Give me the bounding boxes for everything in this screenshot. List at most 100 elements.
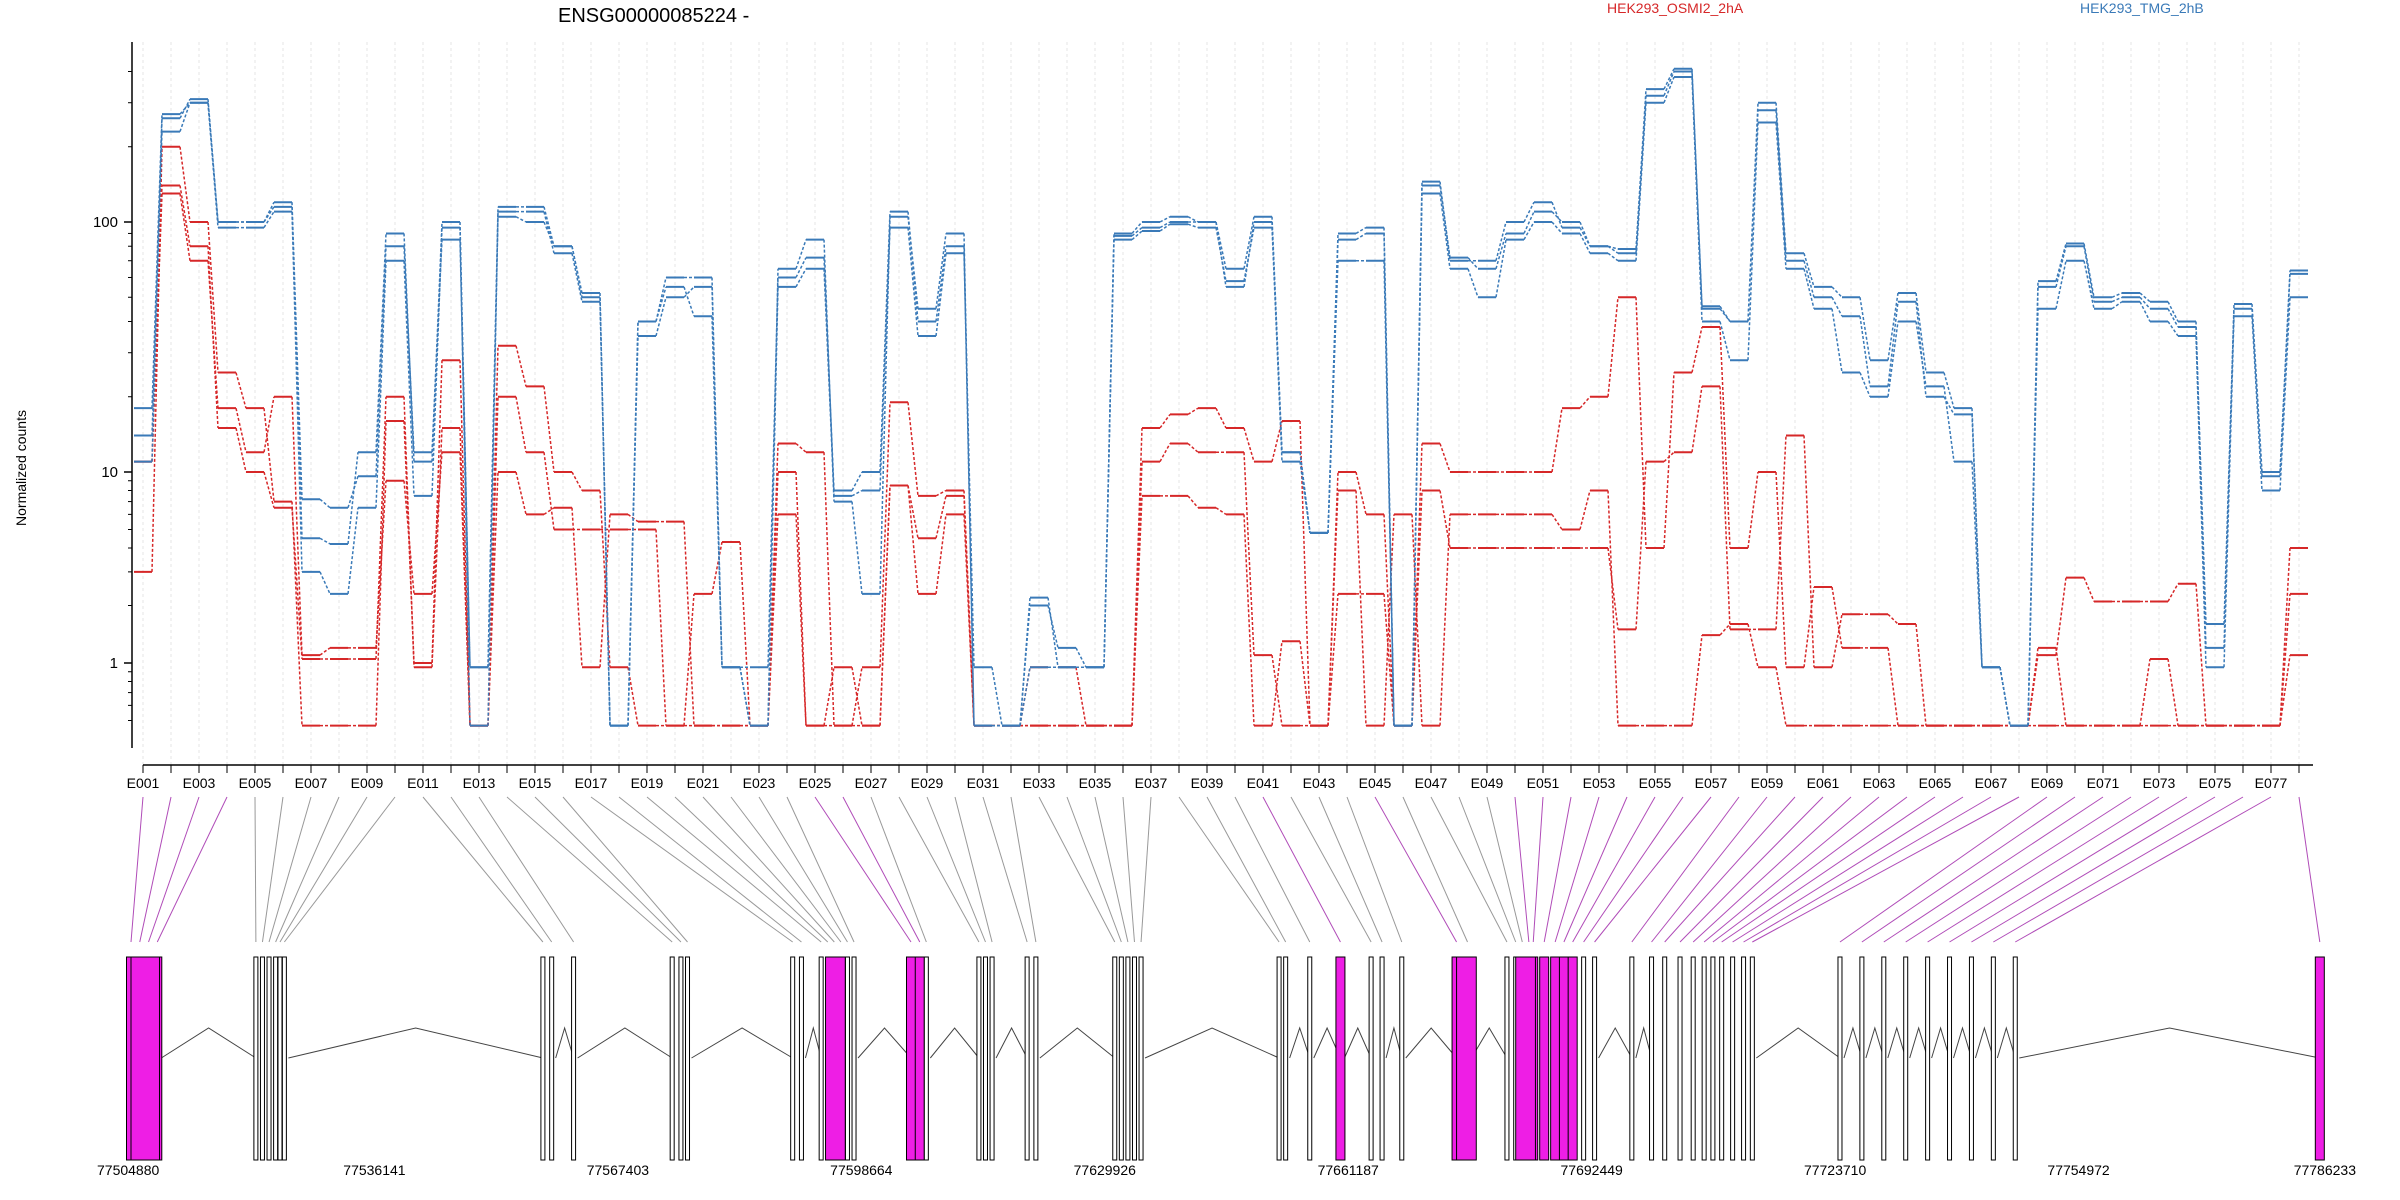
series-connector bbox=[935, 253, 947, 337]
series-connector bbox=[1859, 297, 1871, 361]
series-connector bbox=[263, 201, 275, 223]
intron-line bbox=[1144, 1027, 1280, 1059]
exon-connector bbox=[926, 796, 986, 943]
x-tick-label: E003 bbox=[183, 775, 216, 791]
x-tick-label: E049 bbox=[1471, 775, 1504, 791]
exon-connector bbox=[130, 796, 144, 943]
series-connector bbox=[655, 277, 667, 322]
series-connector bbox=[627, 667, 639, 726]
series-connector bbox=[347, 452, 359, 545]
exon-connector bbox=[1594, 796, 1712, 943]
series-connector bbox=[515, 345, 527, 387]
series-connector bbox=[935, 495, 947, 539]
series-connector bbox=[1719, 386, 1731, 630]
exon-connector bbox=[1543, 796, 1572, 943]
series-connector bbox=[1215, 221, 1227, 269]
x-tick-label: E039 bbox=[1191, 775, 1224, 791]
series-connector bbox=[2167, 321, 2179, 337]
series-connector bbox=[2111, 292, 2123, 298]
series-connector bbox=[459, 360, 471, 726]
exon-box bbox=[273, 956, 279, 1161]
series-connector bbox=[263, 396, 275, 453]
series-connector bbox=[1663, 451, 1675, 463]
axes: 1 10 100 E001 E003 E005 E007 E009 E011 E013 E015 E0… bbox=[93, 42, 2313, 791]
exon-box bbox=[1131, 956, 1137, 1161]
exon-box bbox=[1749, 956, 1755, 1161]
x-tick-label: E071 bbox=[2087, 775, 2120, 791]
x-tick-label: E015 bbox=[519, 775, 552, 791]
series-connector bbox=[879, 216, 891, 594]
series-connector bbox=[1551, 513, 1563, 530]
intron-line bbox=[1865, 1026, 1885, 1059]
intron-line bbox=[1405, 1027, 1457, 1059]
series-connector bbox=[2139, 296, 2151, 310]
x-tick-label: E009 bbox=[351, 775, 384, 791]
x-tick-label: E047 bbox=[1415, 775, 1448, 791]
series-connector bbox=[1635, 461, 1647, 630]
exon-box bbox=[1968, 956, 1974, 1161]
series-connector bbox=[1607, 252, 1619, 262]
series-4 bbox=[134, 76, 2308, 727]
exon-connector bbox=[1732, 796, 1964, 943]
exon-box bbox=[1024, 956, 1030, 1161]
x-tick-label: E035 bbox=[1079, 775, 1112, 791]
x-tick-label: E013 bbox=[463, 775, 496, 791]
series-connector bbox=[1495, 233, 1507, 269]
exon-connector bbox=[1905, 796, 2132, 943]
series-connector bbox=[1187, 495, 1199, 509]
exon-box bbox=[1558, 956, 1569, 1161]
series-connector bbox=[1803, 268, 1815, 309]
x-tick-label: E001 bbox=[127, 775, 160, 791]
series-connector bbox=[571, 253, 583, 302]
exon-connector bbox=[982, 796, 1028, 943]
exon-box bbox=[798, 956, 804, 1161]
coordinate-label: 77754972 bbox=[2047, 1162, 2110, 1178]
x-tick-label: E069 bbox=[2031, 775, 2064, 791]
series-connector bbox=[1635, 89, 1647, 250]
series-connector bbox=[1439, 514, 1451, 726]
exon-connector bbox=[1458, 796, 1517, 943]
series-connector bbox=[1915, 321, 1927, 387]
series-connector bbox=[1523, 211, 1535, 234]
exon-box bbox=[669, 956, 675, 1161]
exon-connector bbox=[1532, 796, 1544, 943]
series-connector bbox=[795, 268, 807, 288]
coordinate-label: 77598664 bbox=[830, 1162, 893, 1178]
series-connector bbox=[1859, 372, 1871, 398]
series-connector bbox=[2139, 301, 2151, 322]
gene-model bbox=[126, 956, 2325, 1161]
series-connector bbox=[1075, 667, 1087, 726]
series-connector bbox=[1131, 230, 1143, 241]
series-connector bbox=[1187, 442, 1199, 453]
series-connector bbox=[1579, 490, 1591, 530]
series-connector bbox=[1943, 396, 1955, 415]
series-5 bbox=[134, 67, 2308, 727]
series-connector bbox=[291, 202, 303, 500]
y-axis-label: Normalized counts bbox=[13, 410, 29, 526]
exon-box bbox=[1719, 956, 1725, 1161]
series-connector bbox=[1439, 193, 1451, 269]
x-tick-label: E029 bbox=[911, 775, 944, 791]
series-connector bbox=[2083, 246, 2095, 302]
intron-line bbox=[1289, 1026, 1311, 1059]
exon-connector bbox=[1839, 796, 2048, 943]
series-connector bbox=[1803, 260, 1815, 298]
exon-connector bbox=[1318, 796, 1383, 943]
exon-box bbox=[1125, 956, 1131, 1161]
exon-connector bbox=[1346, 796, 1403, 943]
intron-line bbox=[288, 1027, 544, 1059]
exon-block-highlight bbox=[1456, 956, 1477, 1161]
exon-connector bbox=[1486, 796, 1523, 943]
series-connector bbox=[543, 386, 555, 473]
series-connector bbox=[2055, 260, 2067, 309]
exon-box bbox=[1550, 956, 1561, 1161]
series-connector bbox=[1719, 623, 1731, 636]
series-connector bbox=[207, 246, 219, 429]
series-connector bbox=[319, 647, 331, 656]
series-connector bbox=[1383, 227, 1395, 726]
series-connector bbox=[1691, 635, 1703, 726]
series-connector bbox=[823, 667, 835, 726]
y-tick-label: 100 bbox=[93, 214, 118, 231]
x-tick-label: E041 bbox=[1247, 775, 1280, 791]
exon-connector bbox=[1234, 796, 1311, 943]
